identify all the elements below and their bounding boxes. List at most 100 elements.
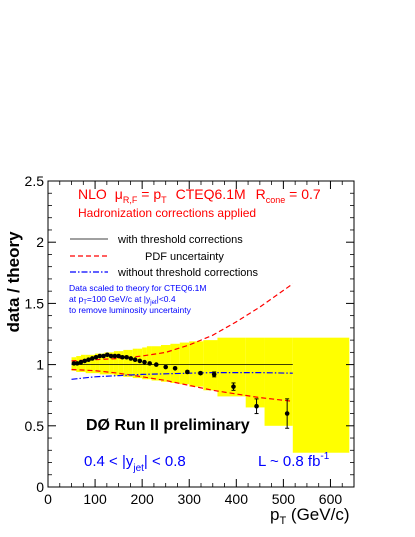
no-threshold-curve: [71, 372, 293, 380]
legend: with threshold corrections PDF uncertain…: [70, 234, 259, 279]
note-line-2-sub: T: [83, 300, 87, 306]
data-marker-9: [105, 352, 110, 358]
data-point-10: [108, 353, 114, 359]
header-r-value: = 0.7: [285, 186, 321, 202]
band-segment-13: [132, 348, 138, 379]
data-marker-4: [86, 357, 91, 363]
header-pdf-set: CTEQ6.1M: [176, 186, 246, 202]
x-tick-label-6: 600: [319, 491, 343, 507]
data-marker-14: [124, 354, 129, 360]
data-point-18: [142, 359, 147, 365]
rapidity-post: | < 0.8: [144, 453, 186, 470]
data-marker-21: [163, 364, 168, 370]
band-segment-22: [203, 340, 218, 391]
data-point-28: [284, 398, 290, 429]
legend-label-solid: with threshold corrections: [117, 234, 243, 246]
data-point-9: [105, 352, 110, 358]
data-marker-27: [254, 403, 259, 409]
note-line-2c: |<0.4: [157, 294, 176, 304]
y-tick-label-3: 1.5: [25, 295, 45, 311]
x-tick-label-0: 0: [44, 491, 52, 507]
band-segment-5: [95, 353, 100, 374]
data-point-11: [112, 353, 118, 359]
data-marker-6: [93, 354, 99, 360]
data-marker-13: [120, 354, 125, 360]
y-axis-ticks: 0 0.5 1 1.5 2 2.5: [25, 173, 354, 495]
band-segment-19: [170, 343, 180, 383]
data-points: [71, 352, 290, 429]
data-marker-26: [231, 384, 236, 389]
data-point-27: [254, 398, 259, 415]
normalization-note: Data scaled to theory for CTEQ6.1M at pT…: [69, 283, 206, 315]
band-segment-24: [245, 337, 265, 408]
data-point-22: [172, 365, 178, 371]
band-segment-8: [109, 352, 114, 375]
data-point-23: [185, 369, 190, 375]
x-tick-label-3: 300: [178, 491, 202, 507]
data-marker-12: [116, 353, 121, 359]
band-segment-25: [264, 337, 293, 426]
data-point-17: [137, 358, 143, 364]
header-line-1: NLO μR,F = pT CTEQ6.1M Rcone = 0.7: [78, 186, 321, 205]
data-marker-19: [147, 361, 152, 366]
y-tick-label-5: 2.5: [25, 173, 45, 189]
header-line-2: Hadronization corrections applied: [78, 206, 256, 220]
legend-label-dashdot: without threshold corrections: [117, 267, 259, 279]
header-mu: μ: [115, 186, 123, 202]
data-point-15: [128, 356, 134, 361]
data-point-24: [198, 370, 203, 376]
data-point-8: [101, 353, 106, 359]
band-segment-9: [113, 351, 119, 376]
data-marker-20: [153, 362, 159, 367]
data-marker-15: [128, 356, 134, 361]
data-point-25: [211, 371, 217, 378]
header-nlo: NLO: [78, 186, 107, 202]
data-point-19: [147, 361, 152, 366]
x-axis-label-unit: (GeV/c): [286, 505, 349, 524]
data-marker-10: [108, 353, 114, 359]
data-point-12: [116, 353, 121, 359]
band-segment-3: [85, 354, 91, 374]
rapidity-pre: 0.4 < |y: [84, 453, 134, 470]
data-marker-23: [185, 369, 190, 375]
header-r: R: [256, 186, 266, 202]
data-marker-25: [211, 372, 217, 377]
header-mu-subscript: R,F: [123, 195, 138, 205]
header-r-subscript: cone: [266, 195, 286, 205]
pdf-uncertainty-curve-0: [71, 283, 294, 362]
data-marker-8: [101, 353, 106, 359]
rapidity-label: 0.4 < |yjet| < 0.8: [84, 453, 186, 474]
x-axis-ticks: 0 100 200 300 400 500 600: [44, 181, 355, 507]
data-point-1: [74, 361, 80, 366]
y-tick-label-1: 0.5: [25, 418, 45, 434]
data-marker-11: [112, 353, 118, 359]
band-segment-18: [160, 345, 171, 382]
data-marker-2: [78, 359, 84, 365]
x-tick-label-1: 100: [83, 491, 107, 507]
note-line-1: Data scaled to theory for CTEQ6.1M: [69, 283, 206, 293]
note-line-3: to remove luminosity uncertainty: [69, 305, 192, 315]
data-marker-28: [284, 411, 290, 416]
data-point-7: [97, 353, 103, 359]
band-segment-10: [118, 351, 124, 376]
data-marker-1: [74, 361, 80, 366]
data-marker-0: [71, 361, 77, 366]
data-point-3: [82, 358, 88, 364]
data-point-16: [132, 357, 138, 363]
luminosity-label: L ~ 0.8 fb-1: [258, 451, 330, 470]
band-segment-26: [292, 337, 350, 453]
note-line-2a: at p: [69, 294, 83, 304]
x-axis-label: pT (GeV/c): [270, 505, 350, 527]
data-point-14: [124, 354, 129, 360]
band-segment-21: [189, 341, 204, 387]
rapidity-sub: jet: [132, 463, 144, 474]
data-marker-5: [89, 356, 95, 361]
legend-label-dashed: PDF uncertainty: [145, 251, 224, 263]
note-line-2b: =100 GeV/c at |y: [87, 294, 151, 304]
data-marker-3: [82, 358, 88, 364]
experiment-label: DØ Run II preliminary: [86, 417, 250, 434]
data-point-2: [78, 359, 84, 365]
band-segment-20: [179, 342, 190, 385]
band-segment-7: [104, 352, 110, 375]
